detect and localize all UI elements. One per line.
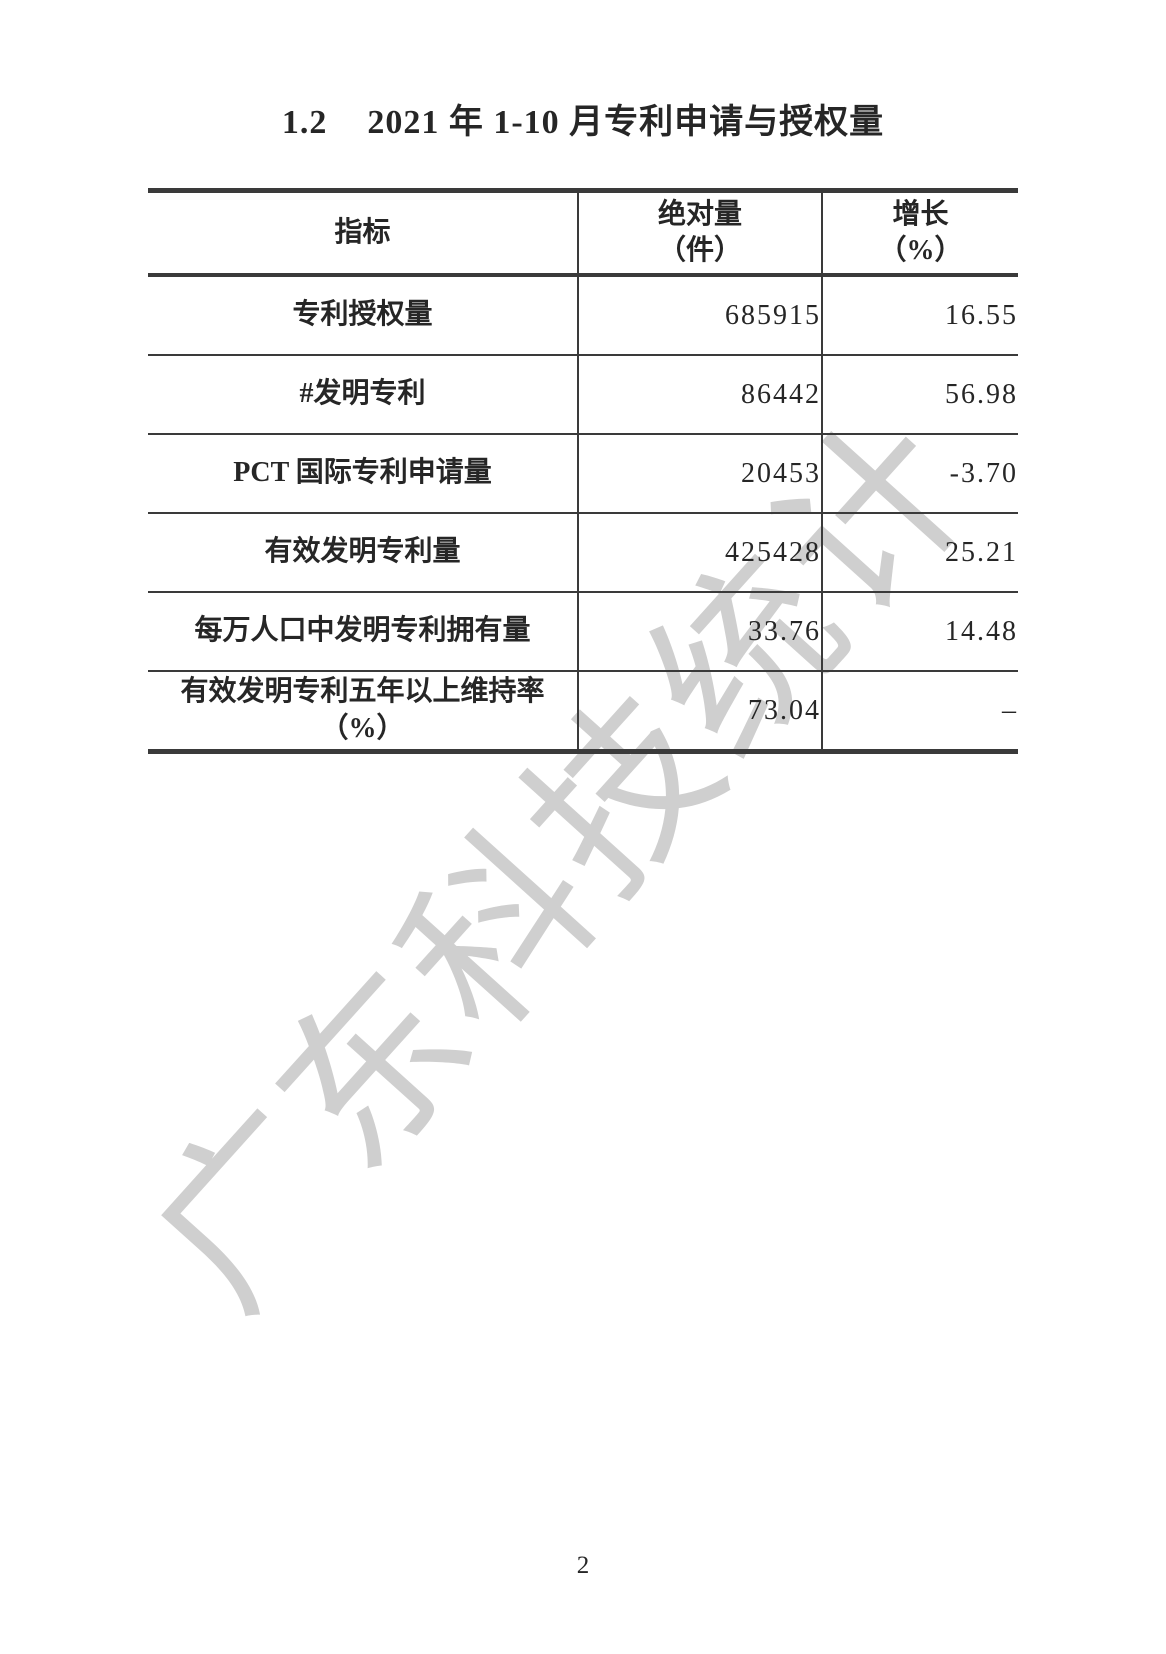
indicator-line1: 有效发明专利五年以上维持率 [180, 676, 545, 708]
table-row: 每万人口中发明专利拥有量 33.76 14.48 [148, 591, 1018, 671]
indicator-cell: #发明专利 [148, 354, 578, 434]
growth-value-cell: – [821, 670, 1018, 752]
growth-value-cell: -3.70 [821, 433, 1018, 513]
growth-value-cell: 14.48 [821, 591, 1018, 671]
column-header-growth-unit: （%） [878, 235, 963, 266]
indicator-cell: 有效发明专利量 [148, 512, 578, 592]
absolute-value-cell: 86442 [577, 354, 822, 434]
column-header-absolute-unit: （件） [657, 235, 742, 266]
indicator-cell: 每万人口中发明专利拥有量 [148, 591, 578, 671]
column-header-indicator-label: 指标 [334, 216, 391, 248]
table-row: 有效发明专利量 425428 25.21 [148, 512, 1018, 592]
absolute-value-cell: 73.04 [577, 670, 822, 752]
column-header-growth-label: 增长 [892, 198, 949, 230]
column-header-absolute-label: 绝对量 [657, 198, 742, 230]
table-row: 专利授权量 685915 16.55 [148, 275, 1018, 355]
page-title: 1.2 2021 年 1-10 月专利申请与授权量 [0, 94, 1166, 143]
table-row: #发明专利 86442 56.98 [148, 354, 1018, 434]
growth-value-cell: 56.98 [821, 354, 1018, 434]
absolute-value-cell: 20453 [577, 433, 822, 513]
table-row: PCT 国际专利申请量 20453 -3.70 [148, 433, 1018, 513]
growth-value-cell: 16.55 [821, 275, 1018, 355]
column-header-growth: 增长 （%） [821, 190, 1018, 277]
patent-statistics-table: 指标 绝对量 （件） 增长 （%） 专利授权量 685915 16.55 #发明… [148, 188, 1018, 754]
page-number: 2 [576, 1552, 590, 1579]
indicator-line2: （%） [320, 712, 405, 744]
title-text: 2021 年 1-10 月专利申请与授权量 [367, 104, 885, 141]
indicator-cell: 有效发明专利五年以上维持率 （%） [148, 670, 578, 752]
growth-value-cell: 25.21 [821, 512, 1018, 592]
section-number: 1.2 [281, 104, 328, 141]
indicator-cell: PCT 国际专利申请量 [148, 433, 578, 513]
column-header-absolute: 绝对量 （件） [577, 190, 822, 277]
absolute-value-cell: 685915 [577, 275, 822, 355]
column-header-indicator: 指标 [148, 190, 578, 277]
absolute-value-cell: 425428 [577, 512, 822, 592]
absolute-value-cell: 33.76 [577, 591, 822, 671]
table-header-row: 指标 绝对量 （件） 增长 （%） [148, 190, 1018, 277]
table-row: 有效发明专利五年以上维持率 （%） 73.04 – [148, 670, 1018, 752]
indicator-cell: 专利授权量 [292, 299, 433, 331]
